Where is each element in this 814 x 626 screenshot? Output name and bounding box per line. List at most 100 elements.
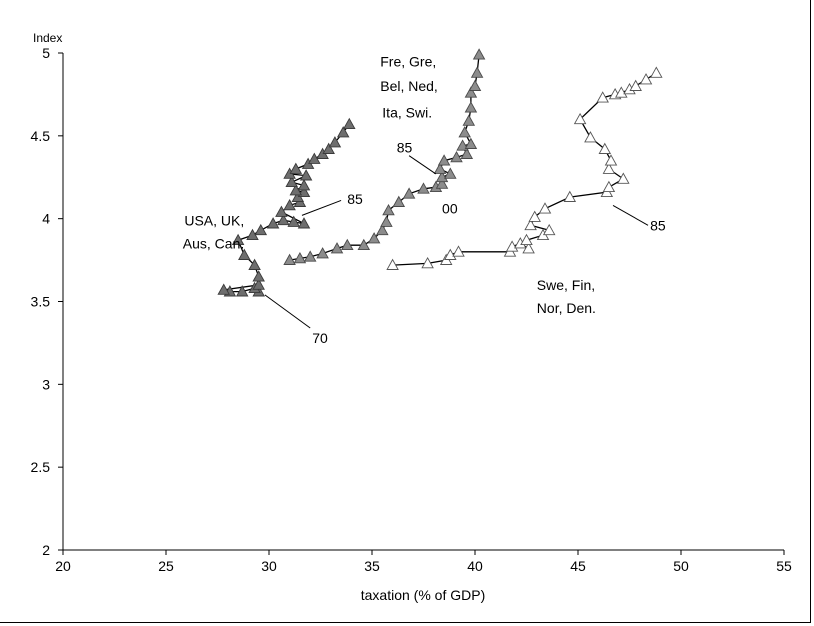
data-point-marker <box>464 137 478 149</box>
x-tick-label: 25 <box>158 558 174 574</box>
x-tick-label: 50 <box>673 558 689 574</box>
data-point-marker <box>617 172 630 184</box>
data-point-marker <box>458 126 471 138</box>
data-point-marker <box>402 187 416 199</box>
series-2 <box>283 48 486 265</box>
data-point-marker <box>277 213 290 226</box>
data-point-marker <box>297 217 311 229</box>
data-point-marker <box>538 202 552 214</box>
data-point-marker <box>563 190 577 202</box>
annotation-label: 85 <box>397 139 413 155</box>
data-point-marker <box>598 142 612 154</box>
data-point-marker <box>285 175 298 188</box>
data-point-marker <box>524 218 537 231</box>
data-point-marker <box>299 169 313 181</box>
annotation-label: Ita, Swi. <box>382 105 432 121</box>
data-point-marker <box>293 251 307 264</box>
x-tick-label: 45 <box>570 558 586 574</box>
annotation-label: 70 <box>312 330 328 346</box>
data-point-marker <box>367 232 381 244</box>
data-point-marker <box>382 203 395 216</box>
data-point-marker <box>435 170 449 183</box>
annotation-label: 00 <box>442 201 458 217</box>
data-point-marker <box>343 117 356 130</box>
x-tick-label: 30 <box>261 558 277 574</box>
data-point-marker <box>604 154 618 166</box>
annotation-label: Aus, Can. <box>183 235 244 251</box>
data-point-marker <box>235 285 249 297</box>
data-point-marker <box>542 223 556 236</box>
annotation-label: Nor, Den. <box>537 300 596 316</box>
data-point-marker <box>464 101 478 113</box>
data-point-marker <box>421 256 434 269</box>
data-point-marker <box>417 182 430 194</box>
data-point-marker <box>629 79 642 91</box>
data-point-marker <box>435 177 449 189</box>
data-point-marker <box>283 253 296 265</box>
annotation-label: Bel, Ned, <box>380 78 438 94</box>
y-tick-label: 3 <box>42 376 50 392</box>
annotation-label: Fre, Gre, <box>380 53 436 69</box>
leader-line <box>264 294 311 329</box>
data-point-marker <box>328 136 342 148</box>
data-point-marker <box>460 147 474 159</box>
data-point-marker <box>316 247 329 259</box>
series-line <box>392 72 657 266</box>
data-point-marker <box>357 238 371 251</box>
data-point-marker <box>376 223 389 236</box>
data-point-marker <box>217 283 230 295</box>
series-1 <box>217 117 356 297</box>
data-point-marker <box>283 198 296 211</box>
data-point-marker <box>275 205 288 217</box>
data-point-marker <box>433 162 447 174</box>
data-point-marker <box>252 278 265 290</box>
data-point-marker <box>472 48 486 60</box>
data-point-marker <box>392 195 406 207</box>
data-point-marker <box>287 215 300 227</box>
data-point-marker <box>266 217 280 229</box>
data-point-marker <box>468 79 482 91</box>
y-axis-label: Index <box>33 31 62 45</box>
data-point-marker <box>437 154 451 166</box>
data-point-marker <box>297 179 311 191</box>
axes <box>62 53 784 551</box>
data-point-marker <box>650 66 663 78</box>
data-point-marker <box>336 126 350 138</box>
data-point-marker <box>573 112 587 125</box>
data-point-marker <box>452 245 465 257</box>
annotation-label: 85 <box>650 217 666 233</box>
annotation-label: 85 <box>347 191 363 207</box>
data-point-marker <box>330 242 344 254</box>
data-point-marker <box>386 258 399 270</box>
data-point-marker <box>322 142 335 154</box>
annotations: USA, UK, Aus, Can. 85 70 Fre, Gre, Bel, Ned, I… <box>183 53 666 346</box>
data-point-marker <box>289 162 303 174</box>
data-point-marker <box>596 91 609 103</box>
data-point-marker <box>528 210 541 222</box>
leader-line <box>408 155 437 175</box>
x-ticks: 20 25 30 35 40 45 50 55 <box>55 550 792 574</box>
data-point-marker <box>470 66 484 78</box>
series-group <box>217 48 663 297</box>
data-point-marker <box>341 238 354 251</box>
data-point-marker <box>639 73 653 85</box>
leader-line <box>301 199 342 216</box>
x-tick-label: 55 <box>776 558 792 574</box>
data-point-marker <box>248 258 261 270</box>
data-point-marker <box>505 240 519 252</box>
annotation-label: Swe, Fin, <box>537 277 595 293</box>
x-tick-label: 40 <box>467 558 483 574</box>
data-point-marker <box>238 248 251 260</box>
data-point-marker <box>254 223 268 236</box>
y-tick-label: 3.5 <box>31 294 51 310</box>
leader-lines <box>264 155 649 329</box>
data-point-marker <box>380 215 393 227</box>
data-point-marker <box>252 270 265 282</box>
data-point-marker <box>444 167 457 179</box>
data-point-marker <box>615 86 628 98</box>
data-point-marker <box>602 180 616 193</box>
y-tick-label: 5 <box>42 45 50 61</box>
x-tick-label: 35 <box>364 558 380 574</box>
